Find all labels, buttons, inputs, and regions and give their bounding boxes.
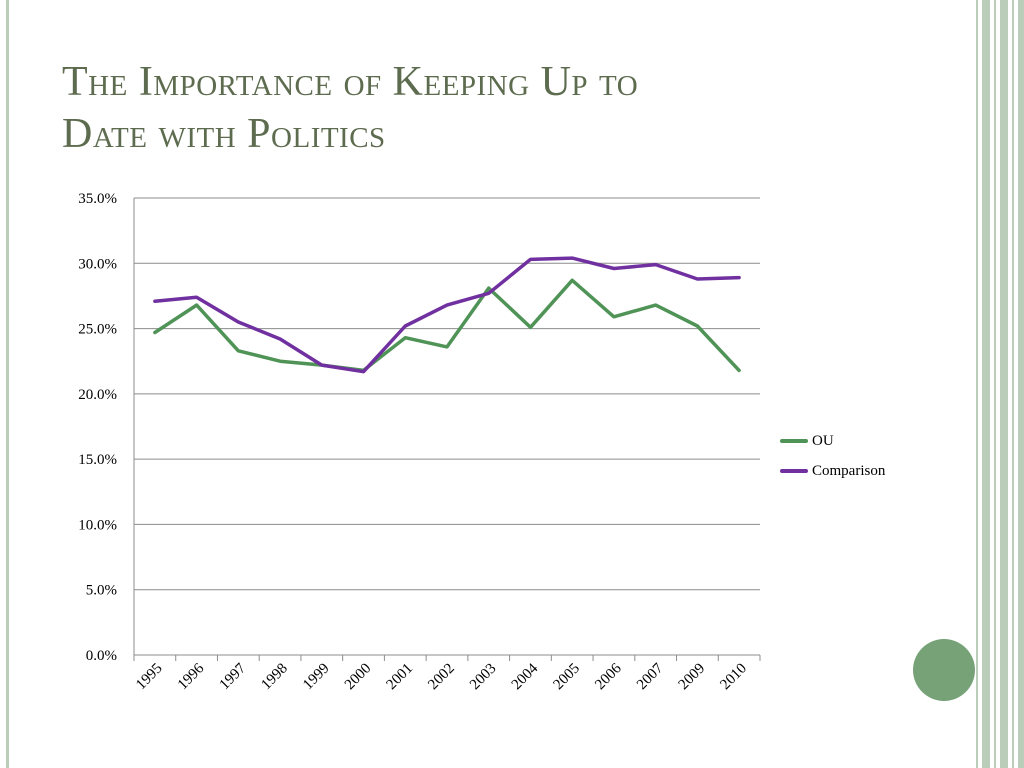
stripe (1018, 0, 1024, 768)
decorative-circle (913, 639, 975, 701)
right-decorative-stripes (976, 0, 1024, 768)
x-tick-label: 2009 (676, 661, 709, 694)
y-tick-label: 15.0% (78, 452, 117, 468)
slide-title: The Importance of Keeping Up to Date wit… (62, 56, 922, 160)
x-tick-label: 2001 (384, 661, 417, 694)
y-tick-label: 5.0% (86, 583, 117, 599)
title-line-2: Date with Politics (62, 111, 386, 157)
x-tick-label: 1997 (217, 660, 250, 693)
y-tick-label: 30.0% (78, 256, 117, 272)
left-border-rule (6, 0, 9, 768)
series-line-comparison (153, 256, 741, 374)
legend-swatch-ou (780, 439, 808, 443)
stripe (1000, 0, 1008, 768)
stripe (1012, 0, 1014, 768)
title-line-1: The Importance of Keeping Up to (62, 59, 639, 105)
stripe (982, 0, 990, 768)
stripe (976, 0, 978, 768)
x-tick-label: 2003 (467, 661, 500, 694)
chart-legend: OU Comparison (780, 426, 885, 486)
x-tick-label: 2006 (592, 660, 625, 693)
y-tick-label: 0.0% (86, 648, 117, 664)
stripe (994, 0, 996, 768)
x-tick-label: 1995 (133, 661, 166, 694)
x-tick-label: 2007 (634, 660, 667, 693)
legend-item-comparison: Comparison (780, 456, 885, 486)
series-line-ou (153, 278, 741, 373)
x-tick-label: 2005 (551, 661, 584, 694)
x-tick-label: 2000 (342, 661, 375, 694)
legend-label-ou: OU (812, 432, 834, 449)
y-tick-label: 35.0% (78, 191, 117, 207)
legend-label-comparison: Comparison (812, 462, 886, 479)
x-tick-label: 2004 (509, 660, 542, 693)
x-tick-label: 1996 (175, 660, 208, 693)
legend-item-ou: OU (780, 426, 885, 456)
legend-swatch-comparison (780, 469, 808, 473)
x-tick-label: 1998 (258, 661, 291, 694)
x-tick-label: 1999 (300, 661, 333, 694)
x-tick-label: 2002 (425, 661, 458, 694)
y-tick-label: 10.0% (78, 517, 117, 533)
x-tick-label: 2010 (717, 661, 750, 694)
y-tick-label: 20.0% (78, 387, 117, 403)
y-tick-label: 25.0% (78, 322, 117, 338)
